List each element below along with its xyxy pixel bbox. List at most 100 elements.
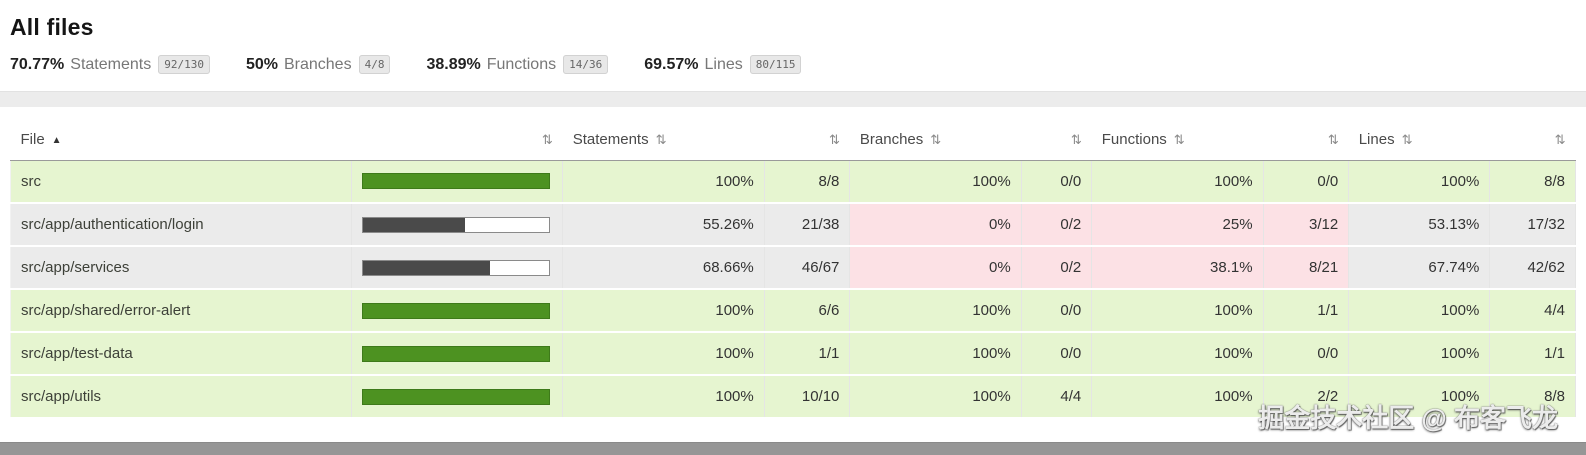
- lines-pct-cell: 100%: [1348, 160, 1491, 204]
- table-row: src/app/authentication/login 55.26% 21/3…: [10, 203, 1576, 247]
- statements-pct-cell: 100%: [562, 289, 765, 333]
- file-link[interactable]: src/app/authentication/login: [21, 216, 204, 233]
- lines-sort-icon: ⇅: [1401, 132, 1413, 148]
- branches-pct-cell: 0%: [849, 246, 1022, 290]
- functions-summary-fraction: 14/36: [563, 55, 609, 75]
- functions-pct-cell: 100%: [1091, 332, 1264, 376]
- coverage-table: File ▲ ⇅ Statements ⇅ ⇅ Branches ⇅ ⇅: [10, 120, 1576, 419]
- divider-strip: [0, 91, 1586, 107]
- statements-ratio-cell: 10/10: [764, 375, 851, 419]
- col-header-lines-ratio[interactable]: ⇅: [1489, 120, 1576, 161]
- col-header-branches-label: Branches: [859, 131, 924, 149]
- branches-pct-cell: 100%: [849, 375, 1022, 419]
- file-link[interactable]: src/app/services: [21, 259, 130, 276]
- lines-ratio-cell: 8/8: [1489, 375, 1576, 419]
- branches-summary-label: Branches: [283, 56, 352, 73]
- lines-summary-pct: 69.57%: [644, 56, 699, 73]
- functions-pct-cell: 100%: [1091, 289, 1264, 333]
- col-header-statements-label: Statements: [572, 131, 649, 149]
- file-cell: src/app/test-data: [10, 332, 352, 376]
- functions-ratio-cell: 8/21: [1263, 246, 1350, 290]
- file-link[interactable]: src/app/shared/error-alert: [21, 302, 191, 319]
- functions-summary-label: Functions: [486, 56, 557, 73]
- bar-cell: [351, 375, 564, 419]
- file-link[interactable]: src/app/utils: [21, 388, 102, 405]
- col-header-statements-ratio[interactable]: ⇅: [764, 120, 850, 161]
- summary-functions: 38.89% Functions 14/36: [426, 55, 609, 75]
- statements-ratio-cell: 1/1: [764, 332, 851, 376]
- functions-ratio-cell: 1/1: [1263, 289, 1350, 333]
- functions-ratio-cell: 3/12: [1263, 203, 1350, 247]
- col-header-functions-ratio[interactable]: ⇅: [1263, 120, 1349, 161]
- table-row: src 100% 8/8 100% 0/0 100% 0/0 100% 8/8: [10, 160, 1576, 204]
- file-cell: src/app/utils: [10, 375, 352, 419]
- col-header-file[interactable]: File ▲: [10, 120, 352, 161]
- branches-ratio-cell: 4/4: [1021, 375, 1093, 419]
- col-header-branches-ratio[interactable]: ⇅: [1021, 120, 1092, 161]
- lines-pct-cell: 100%: [1348, 332, 1491, 376]
- file-link[interactable]: src/app/test-data: [21, 345, 133, 362]
- table-row: src/app/services 68.66% 46/67 0% 0/2 38.…: [10, 246, 1576, 290]
- bottom-bar: [0, 442, 1586, 455]
- functions-ratio-cell: 0/0: [1263, 160, 1350, 204]
- branches-pct-cell: 100%: [849, 160, 1022, 204]
- summary-lines: 69.57% Lines 80/115: [644, 55, 802, 75]
- lines-pct-cell: 53.13%: [1348, 203, 1491, 247]
- file-cell: src: [10, 160, 352, 204]
- statements-summary-label: Statements: [70, 56, 152, 73]
- bar-cell: [351, 289, 564, 333]
- branches-sort-icon: ⇅: [930, 132, 942, 148]
- file-cell: src/app/shared/error-alert: [10, 289, 352, 333]
- coverage-table-wrap: File ▲ ⇅ Statements ⇅ ⇅ Branches ⇅ ⇅: [10, 120, 1576, 419]
- lines-pct-cell: 100%: [1348, 289, 1491, 333]
- statements-ratio-sort-icon: ⇅: [829, 132, 840, 148]
- bar-cell: [351, 246, 564, 290]
- summary-branches: 50% Branches 4/8: [245, 55, 391, 75]
- table-row: src/app/shared/error-alert 100% 6/6 100%…: [10, 289, 1576, 333]
- lines-ratio-cell: 42/62: [1489, 246, 1576, 290]
- branches-summary-pct: 50%: [245, 56, 278, 73]
- statements-ratio-cell: 46/67: [764, 246, 851, 290]
- lines-ratio-cell: 1/1: [1489, 332, 1576, 376]
- coverage-bar-fill: [362, 346, 549, 361]
- table-row: src/app/test-data 100% 1/1 100% 0/0 100%…: [10, 332, 1576, 376]
- branches-pct-cell: 100%: [849, 289, 1022, 333]
- lines-ratio-cell: 17/32: [1489, 203, 1576, 247]
- col-header-functions[interactable]: Functions ⇅: [1091, 120, 1264, 161]
- functions-pct-cell: 25%: [1091, 203, 1264, 247]
- col-header-statements[interactable]: Statements ⇅: [562, 120, 765, 161]
- coverage-bar-fill: [362, 389, 549, 404]
- file-link[interactable]: src: [21, 172, 41, 190]
- coverage-table-body: src 100% 8/8 100% 0/0 100% 0/0 100% 8/8 …: [10, 160, 1576, 419]
- functions-ratio-cell: 0/0: [1263, 332, 1350, 376]
- branches-ratio-cell: 0/0: [1021, 332, 1093, 376]
- bar-cell: [351, 332, 564, 376]
- branches-ratio-sort-icon: ⇅: [1070, 132, 1082, 148]
- branches-ratio-cell: 0/2: [1021, 203, 1093, 247]
- branches-ratio-cell: 0/0: [1021, 160, 1093, 204]
- functions-pct-cell: 38.1%: [1091, 246, 1264, 290]
- statements-pct-cell: 68.66%: [562, 246, 765, 290]
- col-header-bar[interactable]: ⇅: [351, 120, 563, 161]
- statements-summary-pct: 70.77%: [10, 56, 65, 73]
- file-cell: src/app/authentication/login: [10, 203, 352, 247]
- coverage-bar-fill: [362, 217, 466, 232]
- coverage-bar: [361, 388, 550, 405]
- col-header-lines[interactable]: Lines ⇅: [1348, 120, 1490, 161]
- page-title: All files: [10, 14, 94, 40]
- statements-pct-cell: 55.26%: [562, 203, 765, 247]
- statements-pct-cell: 100%: [562, 375, 765, 419]
- bar-sort-icon: ⇅: [541, 132, 553, 148]
- col-header-branches[interactable]: Branches ⇅: [849, 120, 1022, 161]
- statements-sort-icon: ⇅: [655, 132, 667, 148]
- functions-pct-cell: 100%: [1091, 375, 1264, 419]
- statements-summary-fraction: 92/130: [158, 55, 210, 75]
- file-cell: src/app/services: [10, 246, 352, 290]
- coverage-bar-fill: [362, 174, 549, 189]
- bar-cell: [351, 160, 564, 204]
- functions-sort-icon: ⇅: [1173, 132, 1185, 148]
- functions-ratio-sort-icon: ⇅: [1327, 132, 1339, 148]
- statements-pct-cell: 100%: [562, 160, 765, 204]
- coverage-bar-fill: [362, 303, 549, 318]
- statements-ratio-cell: 21/38: [764, 203, 851, 247]
